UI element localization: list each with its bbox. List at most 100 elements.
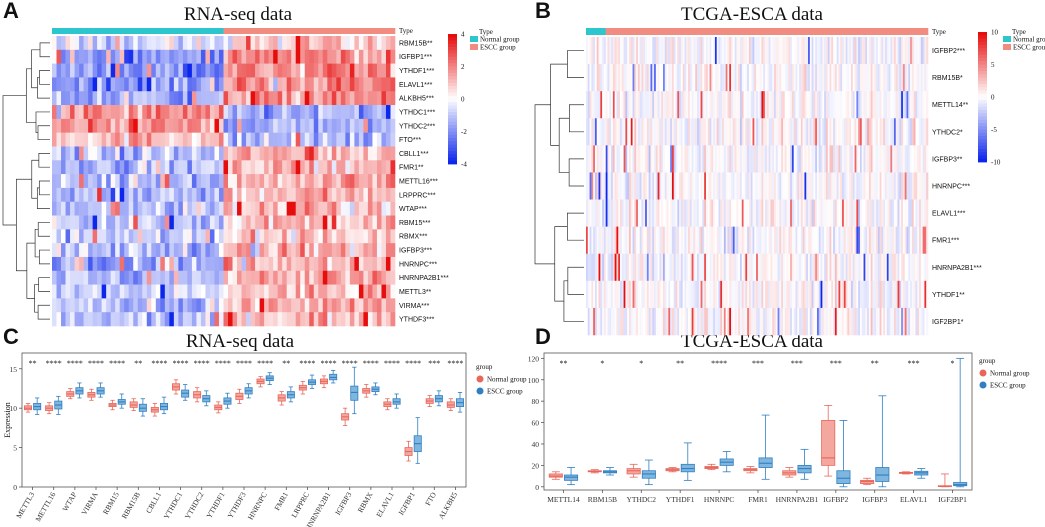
heatmap-cell xyxy=(650,91,653,119)
heatmap-cell xyxy=(897,145,900,173)
heatmap-cell xyxy=(786,118,789,146)
heatmap-cell xyxy=(756,199,759,227)
heatmap-cell xyxy=(863,145,866,173)
heatmap-cell xyxy=(822,64,825,92)
heatmap-cell xyxy=(593,91,596,119)
heatmap-cell xyxy=(632,145,635,173)
heatmap-cell xyxy=(689,226,692,255)
heatmap-cell xyxy=(367,36,373,51)
heatmap-cell xyxy=(237,298,242,313)
heatmap-cell xyxy=(155,298,161,313)
heatmap-cell xyxy=(142,215,148,230)
heatmap-cell xyxy=(824,253,827,282)
heatmap-cell xyxy=(372,215,378,230)
heatmap-cell xyxy=(259,312,265,327)
type-bar-cell xyxy=(300,28,306,34)
heatmap-cell xyxy=(777,91,780,119)
heatmap-cell xyxy=(838,226,841,255)
heatmap-cell xyxy=(655,145,658,173)
heatmap-cell xyxy=(707,64,710,92)
heatmap-cell xyxy=(831,253,834,282)
heatmap-cell xyxy=(713,253,716,282)
heatmap-cell xyxy=(634,172,637,200)
heatmap-cell xyxy=(779,118,782,146)
heatmap-cell xyxy=(738,307,741,336)
heatmap-cell xyxy=(196,77,202,92)
heatmap-cell xyxy=(110,160,116,175)
heatmap-cell xyxy=(628,91,632,119)
heatmap-cell xyxy=(659,226,662,255)
heatmap-cell xyxy=(877,199,880,227)
heatmap-cell xyxy=(752,172,755,200)
heatmap-cell xyxy=(609,280,612,309)
colorbar-step xyxy=(448,95,457,100)
heatmap-cell xyxy=(791,280,795,309)
heatmap-cell xyxy=(842,226,845,255)
heatmap-cell xyxy=(709,280,712,309)
heatmap-cell xyxy=(739,199,743,227)
heatmap-cell xyxy=(756,226,759,255)
type-bar-cell xyxy=(917,28,920,35)
colorbar-step xyxy=(978,123,987,127)
heatmap-cell xyxy=(349,146,355,161)
heatmap-cell xyxy=(205,201,211,216)
heatmap-cell xyxy=(61,243,66,258)
significance-label: ** xyxy=(676,359,684,368)
heatmap-cell xyxy=(804,226,807,255)
type-bar-cell xyxy=(799,28,802,35)
heatmap-cell xyxy=(824,199,827,227)
heatmap-cell xyxy=(354,174,360,189)
heatmap-cell xyxy=(761,172,764,200)
heatmap-cell xyxy=(788,37,791,65)
heatmap-row-label: VIRMA*** xyxy=(399,303,430,310)
heatmap-cell xyxy=(759,226,762,255)
heatmap-cell xyxy=(318,256,324,272)
heatmap-cell xyxy=(670,226,673,255)
heatmap-cell xyxy=(836,307,839,336)
panel-title-b: TCGA-ESCA data xyxy=(681,4,824,25)
heatmap-cell xyxy=(908,37,911,65)
heatmap-cell xyxy=(52,174,57,189)
heatmap-cell xyxy=(915,253,918,282)
heatmap-cell xyxy=(264,243,269,258)
heatmap-cell xyxy=(677,91,680,119)
heatmap-cell xyxy=(300,146,306,161)
heatmap-cell xyxy=(255,91,260,106)
heatmap-cell xyxy=(587,172,590,200)
type-bar-cell xyxy=(614,28,617,35)
type-bar-cell xyxy=(720,28,723,35)
heatmap-cell xyxy=(146,36,152,51)
heatmap-cell xyxy=(142,243,148,258)
heatmap-cell xyxy=(729,118,732,146)
heatmap-cell xyxy=(739,226,743,255)
heatmap-cell xyxy=(680,280,683,309)
heatmap-cell xyxy=(657,199,660,227)
heatmap-cell xyxy=(893,64,897,92)
dendrogram-branch xyxy=(567,212,584,241)
heatmap-cell xyxy=(264,187,269,203)
heatmap-cell xyxy=(845,280,848,309)
heatmap-cell xyxy=(820,37,823,65)
heatmap-cell xyxy=(902,280,906,309)
type-bar-cell xyxy=(673,28,676,35)
colorbar-step xyxy=(448,73,457,77)
dendrogram-branch xyxy=(31,49,41,89)
heatmap-cell xyxy=(264,201,269,216)
type-bar-cell xyxy=(689,28,692,35)
heatmap-cell xyxy=(313,312,319,327)
heatmap-cell xyxy=(609,226,612,255)
heatmap-cell xyxy=(92,132,98,147)
heatmap-cell xyxy=(291,187,297,203)
heatmap-cell xyxy=(110,132,116,147)
heatmap-cell xyxy=(110,215,116,230)
heatmap-cell xyxy=(376,284,382,299)
heatmap-cell xyxy=(603,253,606,282)
heatmap-cell xyxy=(645,307,648,336)
heatmap-cell xyxy=(800,118,803,146)
heatmap-cell xyxy=(268,284,274,299)
heatmap-cell xyxy=(603,172,606,200)
heatmap-cell xyxy=(612,37,615,65)
heatmap-cell xyxy=(586,226,589,255)
heatmap-cell xyxy=(83,201,89,216)
type-bar-cell xyxy=(886,28,889,35)
